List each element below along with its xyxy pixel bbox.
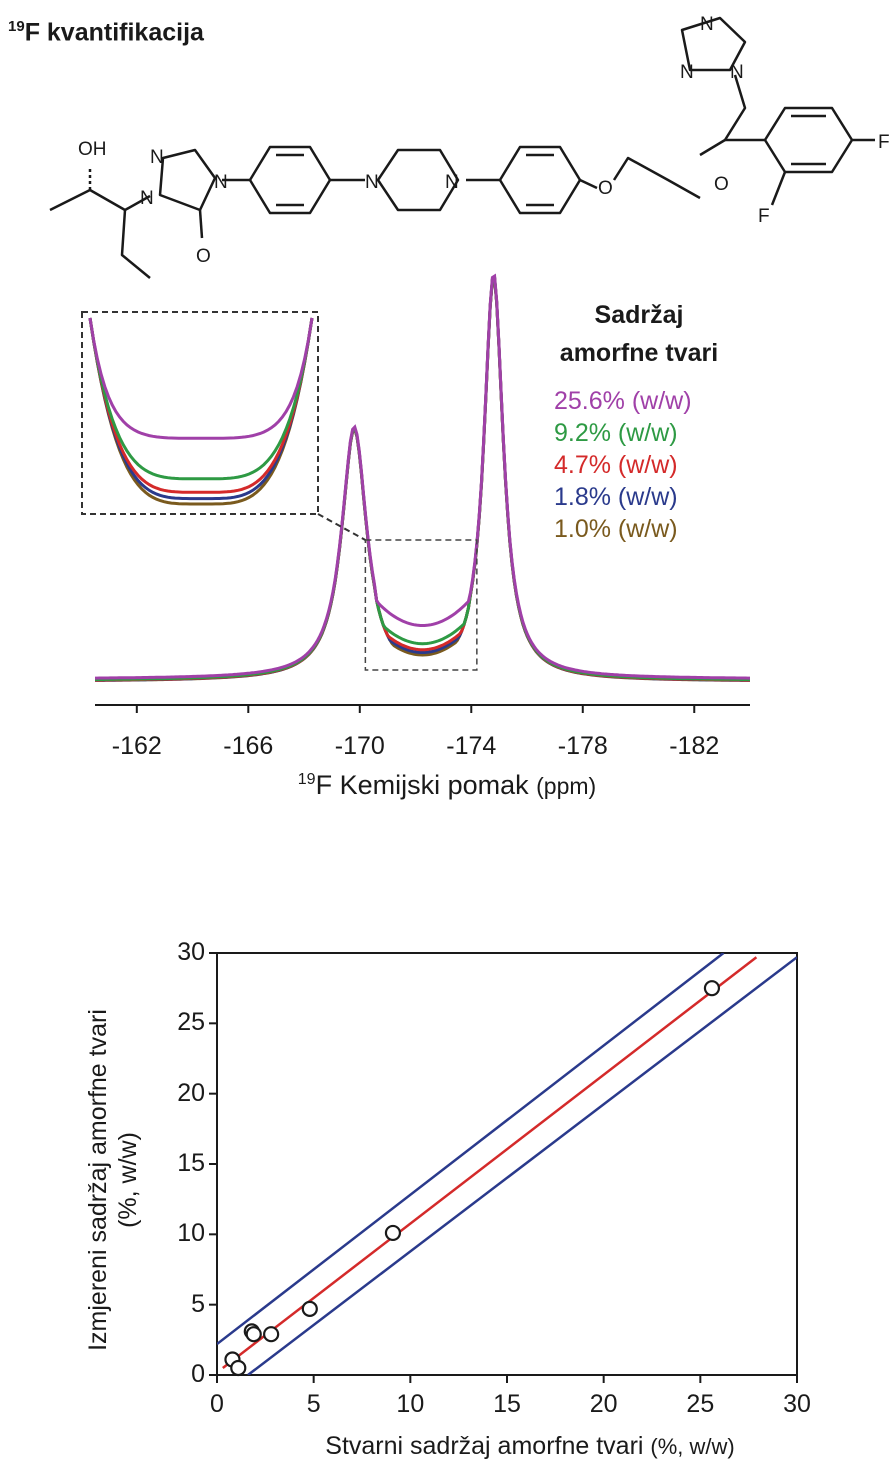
scatter-x-axis-label: Stvarni sadržaj amorfne tvari (%, w/w) — [0, 1432, 894, 1461]
y-tick-label: 25 — [177, 1008, 205, 1037]
atom-label: F — [878, 132, 890, 153]
legend-entry: 1.0% (w/w) — [554, 515, 678, 543]
bond — [49, 188, 151, 212]
inset-zoom-box — [364, 539, 478, 671]
atom-label: N — [700, 14, 714, 35]
y-label-line-1: Izmjereni sadržaj amorfne tvari — [84, 1009, 112, 1351]
x-tick-label: -174 — [446, 732, 497, 760]
atom-label: F — [758, 206, 770, 227]
y-tick-label: 0 — [191, 1360, 205, 1388]
x-tick-label: 15 — [493, 1390, 521, 1418]
fit-line — [222, 956, 758, 1369]
ring-difluorophenyl — [763, 106, 854, 174]
atom-label: O — [598, 178, 613, 199]
atom-label: N — [445, 172, 459, 193]
x-tick-label: -166 — [223, 732, 274, 760]
x-tick-label: 30 — [783, 1390, 811, 1418]
x-tick-label: -182 — [669, 732, 720, 760]
bond — [770, 171, 787, 206]
legend-entry: 25.6% (w/w) — [554, 387, 692, 415]
y-label-line-2: (%, w/w) — [114, 1132, 142, 1228]
spectrum-chart — [81, 273, 750, 713]
inset-frame — [81, 311, 319, 515]
data-point — [384, 1224, 402, 1242]
x-label-text: Stvarni sadržaj amorfne tvari — [325, 1432, 644, 1460]
data-point — [263, 1326, 280, 1343]
atom-label: N — [150, 147, 164, 168]
title-text: F kvantifikacija — [24, 18, 204, 47]
scatter-chart — [209, 952, 798, 1383]
upper-confidence-line — [217, 953, 725, 1346]
ring-triazole — [680, 16, 747, 72]
atom-label: N — [365, 172, 379, 193]
atom-label: OH — [78, 139, 107, 160]
atom-label: N — [730, 62, 744, 83]
legend-entry: 4.7% (w/w) — [554, 451, 678, 479]
x-label-unit: (ppm) — [536, 773, 597, 799]
x-tick-label: 25 — [686, 1390, 715, 1418]
data-point — [230, 1359, 247, 1377]
bond — [612, 156, 701, 200]
inset-series-line — [88, 317, 314, 440]
y-tick-label: 10 — [177, 1219, 205, 1248]
x-label-unit: (%, w/w) — [650, 1434, 735, 1459]
lower-confidence-line — [247, 956, 797, 1375]
ring-benzene-2 — [498, 145, 582, 215]
atom-label: O — [196, 246, 211, 267]
y-tick-label: 30 — [177, 938, 205, 966]
inset-series-line — [88, 317, 314, 481]
y-tick-label: 20 — [177, 1078, 205, 1107]
x-label-superscript: 19 — [297, 771, 316, 788]
inset-connector — [317, 513, 366, 541]
bond — [791, 114, 826, 166]
ring-triazolone — [158, 148, 217, 212]
y-tick-label: 15 — [177, 1149, 205, 1177]
y-tick-label: 5 — [191, 1289, 205, 1318]
x-tick-label: 20 — [589, 1390, 618, 1418]
spectrum-series-line — [95, 273, 750, 680]
atom-label: O — [714, 174, 729, 195]
legend-title-line-1: Sadržaj — [594, 301, 684, 329]
legend-title-line-2: amorfne tvari — [559, 339, 719, 367]
inset-series-line — [88, 317, 314, 506]
bond — [699, 74, 747, 157]
x-tick-label: 5 — [306, 1390, 321, 1418]
inset-series-line — [88, 317, 314, 494]
x-tick-label: -162 — [111, 732, 162, 760]
atom-label: N — [140, 188, 154, 209]
legend-title: Sadržaj amorfne tvari — [520, 296, 758, 372]
x-label-text: F Kemijski pomak — [315, 770, 529, 800]
x-tick-label: 0 — [210, 1390, 224, 1418]
figure-title: 19F kvantifikacija — [8, 18, 204, 47]
bond — [276, 153, 304, 207]
spectrum-x-axis-label: 19F Kemijski pomak (ppm) — [0, 770, 894, 801]
ring-benzene-1 — [248, 145, 332, 215]
bond — [526, 153, 554, 207]
atom-label: N — [680, 62, 694, 83]
x-tick-label: -170 — [334, 732, 385, 760]
data-point — [703, 980, 721, 997]
bond — [120, 209, 151, 279]
title-superscript: 19 — [8, 18, 25, 35]
inset-series-line — [88, 317, 314, 501]
legend-entry: 1.8% (w/w) — [554, 483, 678, 511]
data-point — [245, 1326, 262, 1343]
x-tick-label: 10 — [396, 1390, 425, 1418]
ring-piperazine — [376, 148, 460, 212]
bond — [198, 209, 204, 239]
legend-entry: 9.2% (w/w) — [554, 419, 678, 447]
data-point — [301, 1300, 318, 1317]
x-tick-label: -178 — [557, 732, 608, 760]
bond — [579, 178, 598, 190]
atom-label: N — [214, 172, 228, 193]
